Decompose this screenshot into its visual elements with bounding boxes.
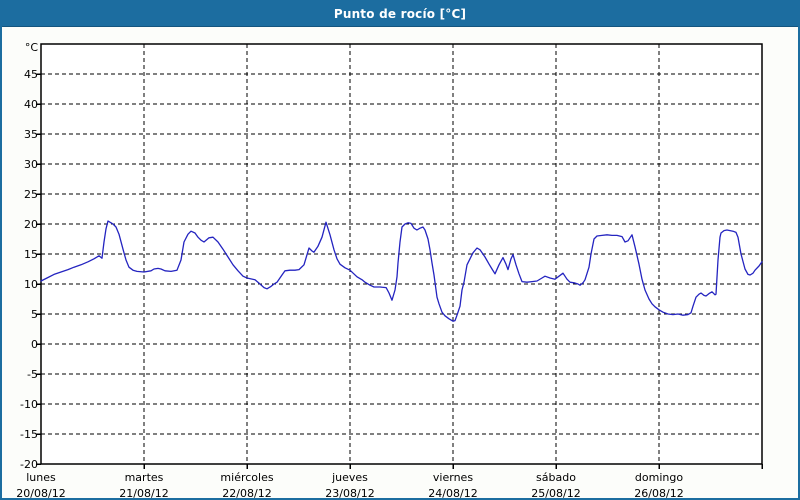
day-name-label: domingo: [635, 471, 683, 484]
x-axis-labels: lunes 20/08/12 martes 21/08/12 miércoles 22/0…: [16, 471, 683, 498]
y-axis-unit-label: °C: [25, 41, 39, 54]
day-name-label: lunes: [26, 471, 56, 484]
svg-text:0: 0: [31, 338, 38, 351]
svg-text:-5: -5: [27, 368, 38, 381]
svg-text:5: 5: [31, 308, 38, 321]
day-date-label: 24/08/12: [428, 487, 477, 498]
svg-text:20: 20: [24, 218, 38, 231]
day-name-label: miércoles: [220, 471, 273, 484]
svg-text:15: 15: [24, 248, 38, 261]
day-date-label: 20/08/12: [16, 487, 65, 498]
series-line-dewpoint: [40, 220, 763, 322]
day-name-label: martes: [125, 471, 164, 484]
day-name-label: viernes: [433, 471, 473, 484]
svg-text:30: 30: [24, 158, 38, 171]
svg-text:35: 35: [24, 128, 38, 141]
day-date-label: 25/08/12: [531, 487, 580, 498]
chart-title-bar: Punto de rocío [°C]: [2, 2, 798, 27]
svg-text:-20: -20: [20, 458, 38, 471]
grid-horizontal: [41, 73, 762, 435]
plot-frame: [40, 43, 763, 465]
svg-text:45: 45: [24, 68, 38, 81]
day-date-label: 21/08/12: [119, 487, 168, 498]
day-date-label: 23/08/12: [325, 487, 374, 498]
svg-text:-10: -10: [20, 398, 38, 411]
svg-text:10: 10: [24, 278, 38, 291]
svg-text:-15: -15: [20, 428, 38, 441]
chart-title: Punto de rocío [°C]: [333, 7, 467, 21]
day-name-label: jueves: [331, 471, 368, 484]
svg-text:25: 25: [24, 188, 38, 201]
day-name-label: sábado: [536, 471, 576, 484]
tick-marks: [36, 73, 763, 469]
y-axis-labels: 45 40 35 30 25 20 15 10 5 0 -5 -10 -15 -20 °C: [20, 41, 38, 471]
grid-vertical: [143, 44, 660, 464]
day-date-label: 26/08/12: [634, 487, 683, 498]
day-date-label: 22/08/12: [222, 487, 271, 498]
svg-text:40: 40: [24, 98, 38, 111]
